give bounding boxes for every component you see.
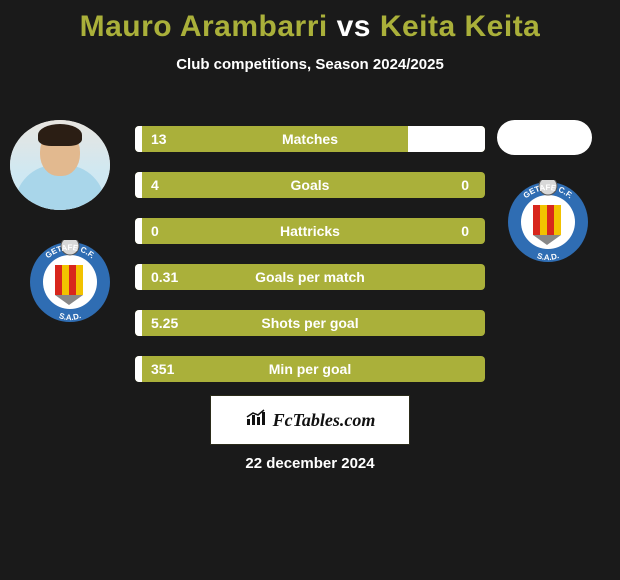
date-text: 22 december 2024 — [0, 455, 620, 472]
stat-row: 4Goals0 — [135, 172, 485, 198]
stat-label: Hattricks — [135, 223, 485, 239]
player1-name: Mauro Arambarri — [80, 10, 328, 43]
stat-value-right: 0 — [461, 223, 469, 239]
subtitle: Club competitions, Season 2024/2025 — [0, 56, 620, 73]
stat-value-right: 1 — [461, 131, 469, 147]
fctables-label: FcTables.com — [273, 410, 376, 431]
player1-avatar — [10, 120, 110, 210]
stats-container: 13Matches14Goals00Hattricks00.31Goals pe… — [135, 126, 485, 402]
stat-label: Shots per goal — [135, 315, 485, 331]
stat-row: 351Min per goal — [135, 356, 485, 382]
stat-row: 0Hattricks0 — [135, 218, 485, 244]
player1-club-crest: GETAFE C.F. S.A.D. — [20, 240, 120, 325]
stat-value-right: 0 — [461, 177, 469, 193]
vs-text: vs — [337, 10, 371, 43]
fctables-watermark: FcTables.com — [210, 395, 410, 445]
stat-row: 13Matches1 — [135, 126, 485, 152]
player2-club-crest: GETAFE C.F. S.A.D. — [498, 180, 598, 265]
stat-label: Min per goal — [135, 361, 485, 377]
stat-label: Goals per match — [135, 269, 485, 285]
stat-row: 5.25Shots per goal — [135, 310, 485, 336]
stat-label: Goals — [135, 177, 485, 193]
player2-name: Keita Keita — [380, 10, 541, 43]
chart-icon — [245, 409, 267, 432]
stat-label: Matches — [135, 131, 485, 147]
page-title: Mauro Arambarri vs Keita Keita — [0, 0, 620, 44]
stat-row: 0.31Goals per match — [135, 264, 485, 290]
player2-avatar — [497, 120, 592, 155]
